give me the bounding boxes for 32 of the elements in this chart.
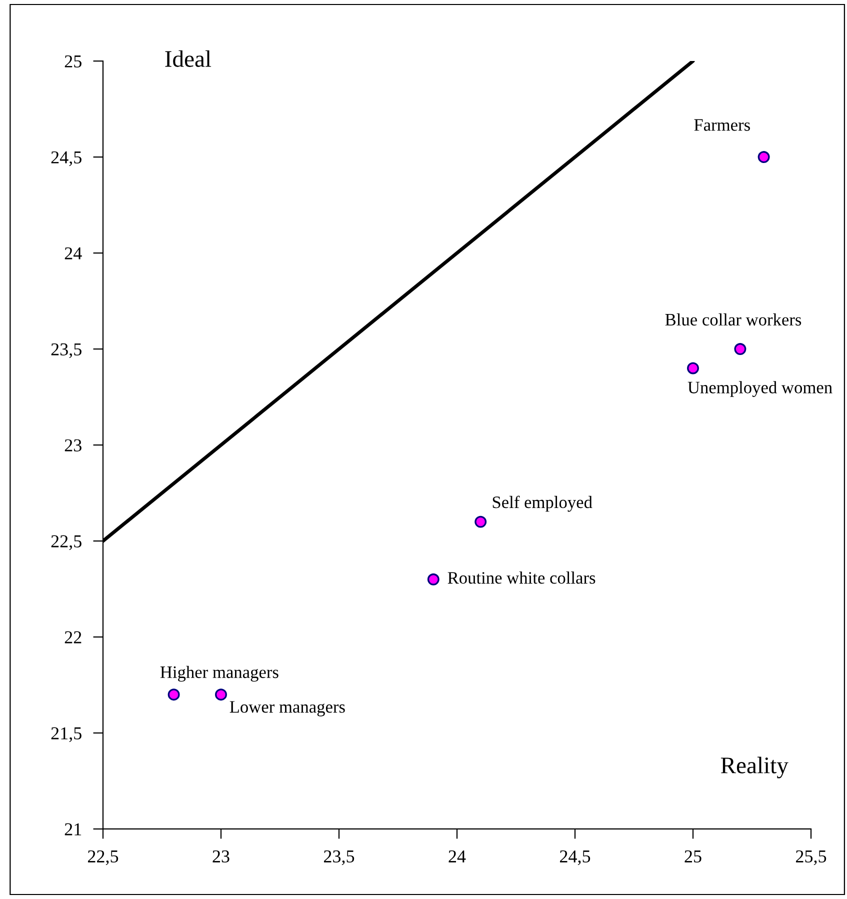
- y-axis-title: Ideal: [165, 50, 212, 67]
- x-tick-label: 25,5: [796, 850, 826, 866]
- y-tick-label: 23: [64, 439, 82, 452]
- y-tick-label: 22,5: [51, 535, 82, 550]
- point: [758, 151, 770, 164]
- annotation: Higher managers: [160, 666, 278, 682]
- annotation: Unemployed women: [688, 381, 832, 397]
- annotation: Self employed: [492, 496, 592, 512]
- y-tick-label: 24: [64, 247, 82, 260]
- point: [734, 343, 746, 355]
- x-tick-label: 22,5: [88, 850, 118, 866]
- point: [215, 688, 227, 701]
- annotation: Lower managers: [230, 701, 345, 716]
- x-tick-label: 24,5: [560, 850, 590, 866]
- point: [687, 362, 699, 374]
- x-tick-label: 23,5: [324, 850, 354, 866]
- y-tick-label: 21,5: [51, 727, 82, 742]
- y-tick-label: 21: [64, 823, 82, 836]
- point: [474, 516, 487, 528]
- annotation: Blue collar workers: [665, 313, 802, 326]
- annotation: Routine white collars: [448, 572, 596, 584]
- x-axis-title: Reality: [720, 756, 788, 778]
- annotation: Farmers: [694, 119, 750, 131]
- point: [427, 573, 440, 586]
- point: [168, 688, 180, 701]
- y-tick-label: 25: [64, 55, 82, 68]
- x-tick-label: 25: [684, 850, 702, 863]
- y-tick-label: 24,5: [51, 151, 82, 166]
- x-tick-label: 23: [212, 850, 230, 863]
- y-tick-label: 22: [64, 631, 82, 644]
- x-tick-label: 24: [448, 850, 466, 862]
- y-tick-label: 23,5: [51, 343, 82, 358]
